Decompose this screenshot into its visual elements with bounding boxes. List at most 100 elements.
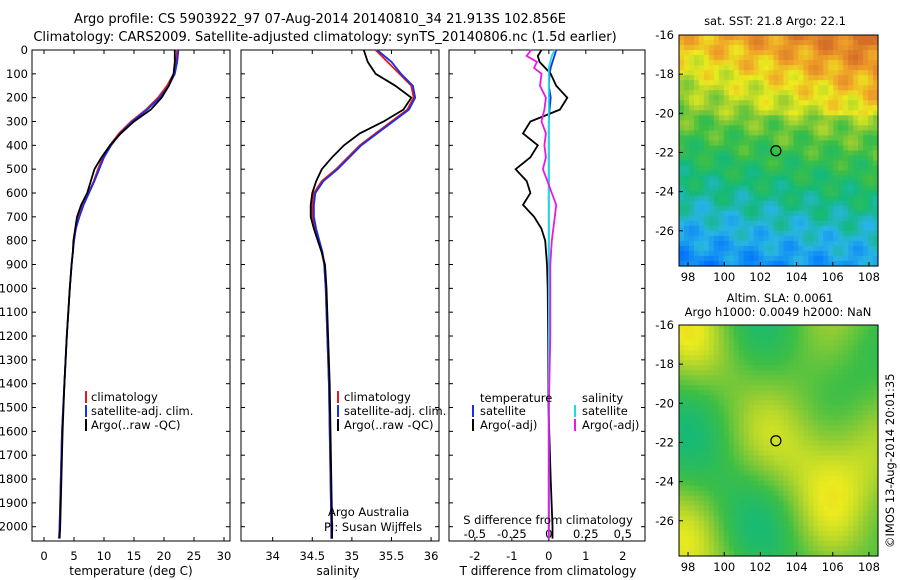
heatmap-cell (823, 530, 829, 537)
heatmap-cell (688, 120, 695, 126)
heatmap-cell (868, 50, 874, 56)
heatmap-cell (728, 540, 735, 547)
heatmap-cell (688, 145, 695, 152)
heatmap-cell (858, 215, 864, 222)
heatmap-cell (693, 525, 700, 532)
heatmap-cell (698, 160, 705, 167)
heatmap-cell (868, 470, 874, 477)
heatmap-cell (848, 75, 854, 81)
heatmap-cell (753, 250, 760, 257)
heatmap-cell (868, 515, 874, 522)
heatmap-cell (863, 230, 869, 237)
heatmap-cell (743, 465, 750, 472)
heatmap-cell (768, 485, 775, 492)
heatmap-cell (848, 175, 854, 182)
heatmap-cell (818, 155, 824, 162)
heatmap-cell (873, 370, 879, 376)
heatmap-cell (679, 190, 685, 197)
heatmap-cell (773, 140, 780, 147)
heatmap-cell (818, 190, 824, 197)
heatmap-cell (778, 215, 785, 222)
heatmap-cell (688, 200, 695, 207)
heatmap-cell (773, 80, 780, 86)
heatmap-cell (818, 400, 824, 406)
heatmap-cell (848, 380, 854, 386)
heatmap-cell (758, 330, 765, 336)
heatmap-cell (723, 140, 730, 147)
heatmap-cell (713, 80, 720, 86)
heatmap-cell (753, 70, 760, 76)
heatmap-cell (738, 125, 745, 132)
heatmap-cell (873, 90, 879, 96)
heatmap-cell (703, 405, 710, 411)
heatmap-cell (708, 85, 715, 91)
heatmap-cell (808, 245, 814, 252)
heatmap-cell (679, 545, 685, 552)
legend-salinity-title: salinity (582, 391, 623, 405)
heatmap-cell (828, 200, 834, 207)
heatmap-cell (763, 455, 770, 462)
heatmap-cell (868, 235, 874, 242)
heatmap-cell (818, 330, 824, 336)
heatmap-cell (723, 230, 730, 237)
heatmap-cell (803, 415, 809, 422)
heatmap-cell (848, 170, 854, 177)
heatmap-cell (763, 350, 770, 356)
heatmap-cell (743, 90, 750, 96)
heatmap-cell (848, 375, 854, 381)
heatmap-cell (733, 50, 740, 56)
heatmap-cell (868, 250, 874, 257)
heatmap-cell (698, 175, 705, 182)
heatmap-cell (748, 170, 755, 177)
legend-sal-argo-label: Argo(-adj) (582, 418, 639, 432)
heatmap-cell (733, 405, 740, 411)
heatmap-cell (718, 375, 725, 381)
heatmap-cell (693, 325, 700, 331)
heatmap-cell (813, 330, 819, 336)
heatmap-cell (679, 510, 685, 517)
heatmap-cell (728, 330, 735, 336)
heatmap-cell (803, 365, 809, 371)
heatmap-cell (798, 515, 804, 522)
heatmap-cell (813, 405, 819, 411)
heatmap-cell (743, 370, 750, 376)
heatmap-cell (683, 60, 690, 66)
heatmap-cell (818, 405, 824, 411)
heatmap-cell (679, 45, 685, 51)
heatmap-cell (748, 180, 755, 187)
heatmap-cell (688, 210, 695, 217)
heatmap-cell (863, 395, 869, 401)
heatmap-cell (698, 230, 705, 237)
heatmap-cell (768, 210, 775, 217)
heatmap-cell (803, 485, 809, 492)
heatmap-cell (763, 120, 770, 126)
heatmap-cell (808, 260, 814, 267)
heatmap-cell (698, 445, 705, 452)
heatmap-cell (863, 205, 869, 212)
heatmap-cell (723, 350, 730, 356)
heatmap-cell (828, 385, 834, 391)
heatmap-cell (823, 235, 829, 242)
heatmap-cell (843, 440, 849, 447)
heatmap-cell (793, 540, 799, 547)
heatmap-cell (848, 150, 854, 157)
heatmap-cell (783, 495, 790, 502)
heatmap-cell (679, 90, 685, 96)
heatmap-cell (693, 440, 700, 447)
heatmap-cell (813, 55, 819, 61)
heatmap-cell (793, 530, 799, 537)
heatmap-cell (848, 360, 854, 366)
argo-location-marker (770, 435, 782, 447)
heatmap-cell (833, 390, 839, 396)
heatmap-cell (873, 115, 879, 121)
heatmap-cell (838, 120, 844, 126)
heatmap-cell (843, 130, 849, 137)
heatmap-cell (873, 350, 879, 356)
heatmap-cell (723, 250, 730, 257)
heatmap-cell (853, 480, 859, 487)
heatmap-cell (843, 85, 849, 91)
heatmap-cell (808, 150, 814, 157)
heatmap-cell (763, 60, 770, 66)
heatmap-cell (683, 200, 690, 207)
heatmap-cell (743, 470, 750, 477)
